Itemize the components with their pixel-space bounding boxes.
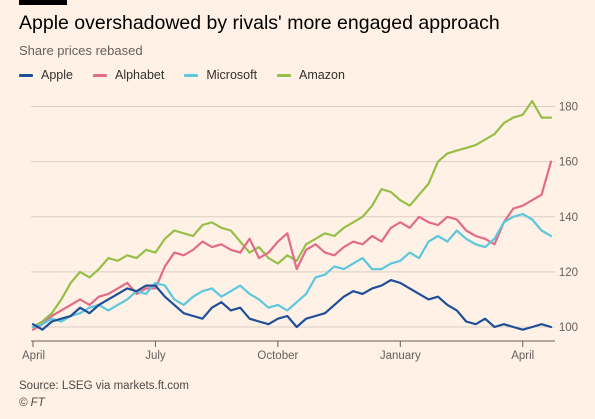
header-accent-bar [19, 0, 67, 5]
legend-label-microsoft: Microsoft [206, 68, 258, 82]
x-tick-label-1: July [145, 350, 166, 362]
series-line-alphabet [31, 160, 553, 331]
y-tick-label-160: 160 [559, 157, 578, 169]
x-tick-label-3: January [380, 350, 421, 362]
legend-item-apple: Apple [19, 68, 73, 82]
legend-swatch-apple [19, 73, 33, 77]
y-tick-label-100: 100 [559, 322, 578, 334]
source-note: Source: LSEG via markets.ft.com [19, 380, 190, 392]
x-tick-label-4: April [511, 350, 534, 362]
legend-item-microsoft: Microsoft [184, 68, 257, 82]
legend-item-amazon: Amazon [277, 68, 345, 82]
legend-label-alphabet: Alphabet [114, 68, 165, 82]
legend-swatch-microsoft [184, 73, 199, 77]
legend-label-amazon: Amazon [299, 68, 345, 82]
y-tick-label-180: 180 [559, 102, 578, 114]
ft-credit: © FT [19, 397, 45, 409]
series-line-apple [31, 279, 553, 331]
series-line-amazon [31, 99, 553, 329]
x-tick-label-0: April [22, 350, 45, 362]
chart-title: Apple overshadowed by rivals' more engag… [19, 12, 500, 34]
legend-swatch-amazon [277, 73, 292, 77]
chart-subtitle: Share prices rebased [19, 43, 143, 58]
y-tick-label-120: 120 [559, 267, 578, 279]
x-tick-label-2: October [257, 350, 298, 362]
legend-item-alphabet: Alphabet [92, 68, 165, 82]
y-tick-label-140: 140 [559, 212, 578, 224]
series-line-microsoft [31, 212, 553, 329]
chart-legend: Apple Alphabet Microsoft Amazon [19, 68, 365, 82]
legend-label-apple: Apple [41, 68, 73, 82]
legend-swatch-alphabet [92, 73, 107, 77]
